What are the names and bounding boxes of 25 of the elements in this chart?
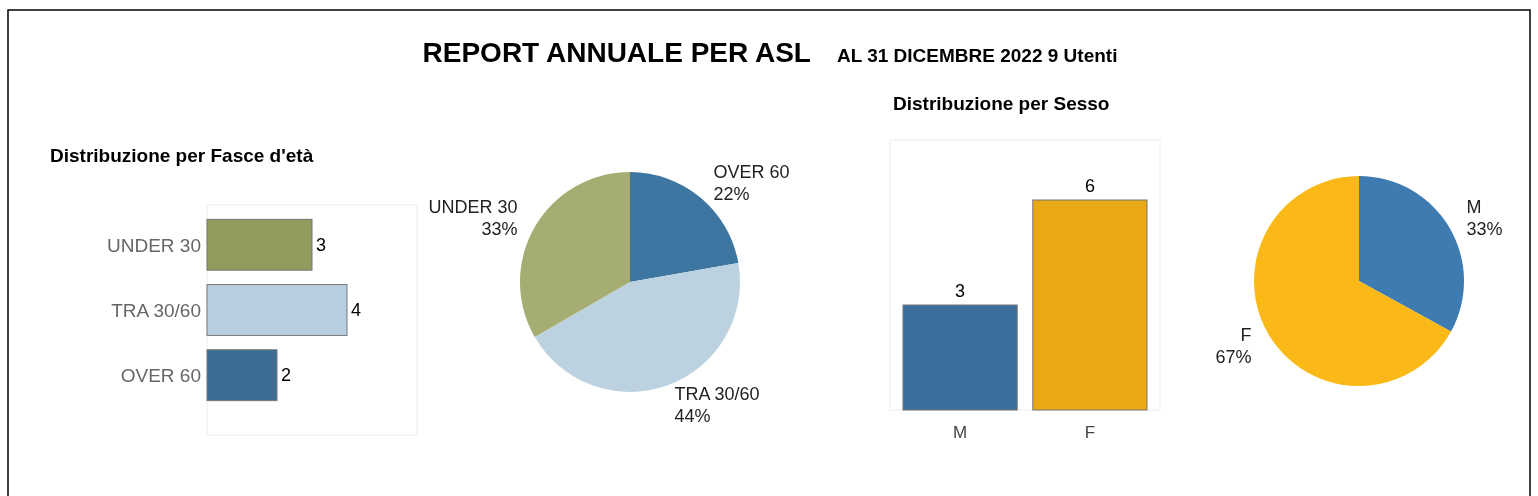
data-label: 6 bbox=[1084, 176, 1095, 196]
data-label: 67% bbox=[1215, 346, 1252, 367]
pie-slice bbox=[1254, 176, 1452, 386]
chart-title: Distribuzione per Fasce d'età bbox=[50, 145, 314, 166]
y-tick-label: UNDER 30 bbox=[107, 234, 201, 256]
slice-label: F bbox=[1240, 324, 1252, 345]
data-label: 3 bbox=[316, 234, 327, 255]
slice-label: OVER 60 bbox=[713, 162, 790, 183]
pie-slice bbox=[1359, 176, 1464, 332]
text: AL 31 DICEMBRE 2022 9 Utenti bbox=[836, 45, 1118, 66]
data-label: 44% bbox=[674, 406, 711, 427]
data-label: 4 bbox=[351, 300, 362, 320]
chart-title: Distribuzione per Sesso bbox=[893, 93, 1110, 114]
pie-slice bbox=[520, 172, 630, 337]
data-label: 3 bbox=[955, 281, 966, 301]
slice-label: UNDER 30 bbox=[428, 197, 518, 217]
y-tick-label: OVER 60 bbox=[120, 365, 201, 387]
slice-label: M bbox=[1466, 197, 1482, 218]
data-label: 22% bbox=[713, 184, 750, 205]
y-tick-label: TRA 30/60 bbox=[111, 300, 201, 321]
text: REPORT ANNUALE PER ASL bbox=[422, 37, 811, 68]
slice-label: TRA 30/60 bbox=[674, 384, 760, 405]
data-label: 33% bbox=[1466, 219, 1503, 240]
data-label: 2 bbox=[281, 365, 292, 386]
data-label: 33% bbox=[481, 219, 518, 239]
